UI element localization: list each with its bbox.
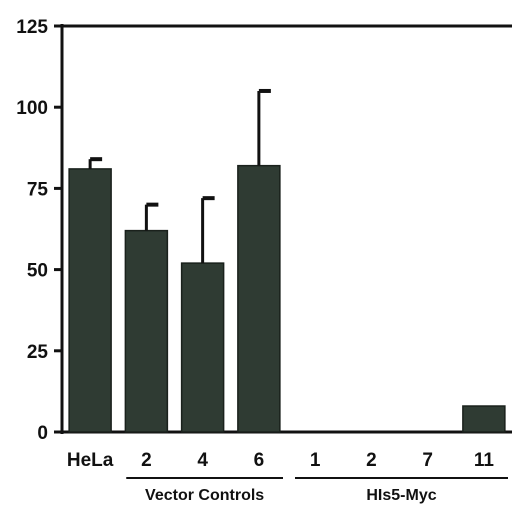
x-tick-label-3: 6 <box>254 450 265 471</box>
x-tick-label-6: 7 <box>422 450 433 471</box>
x-tick-label-4: 1 <box>310 450 321 471</box>
bar-0 <box>68 168 112 433</box>
y-tick-label-50: 50 <box>27 261 48 282</box>
y-tick-label-25: 25 <box>27 342 49 363</box>
y-tick-label-75: 75 <box>27 179 49 200</box>
x-tick-label-5: 2 <box>366 450 377 471</box>
x-tick-label-1: 2 <box>141 450 152 471</box>
labels: 0 25 50 75 100 125 HeLa 2 4 6 1 2 7 11 Vector Controls… <box>16 17 494 504</box>
axes <box>54 24 512 479</box>
group-label-0: Vector Controls <box>145 487 264 504</box>
y-tick-label-100: 100 <box>16 98 48 119</box>
x-tick-label-2: 4 <box>197 450 208 471</box>
group-label-1: HIs5-Myc <box>366 487 436 504</box>
y-tick-label-125: 125 <box>16 17 48 38</box>
error-bars <box>88 88 271 264</box>
bar-7 <box>462 405 506 433</box>
bar-2 <box>180 262 225 433</box>
bars <box>68 164 506 433</box>
x-tick-label-0: HeLa <box>67 450 114 471</box>
x-tick-label-7: 11 <box>474 450 495 471</box>
bar-1 <box>124 229 169 433</box>
bar-3 <box>237 164 281 433</box>
y-tick-label-0: 0 <box>37 423 48 444</box>
